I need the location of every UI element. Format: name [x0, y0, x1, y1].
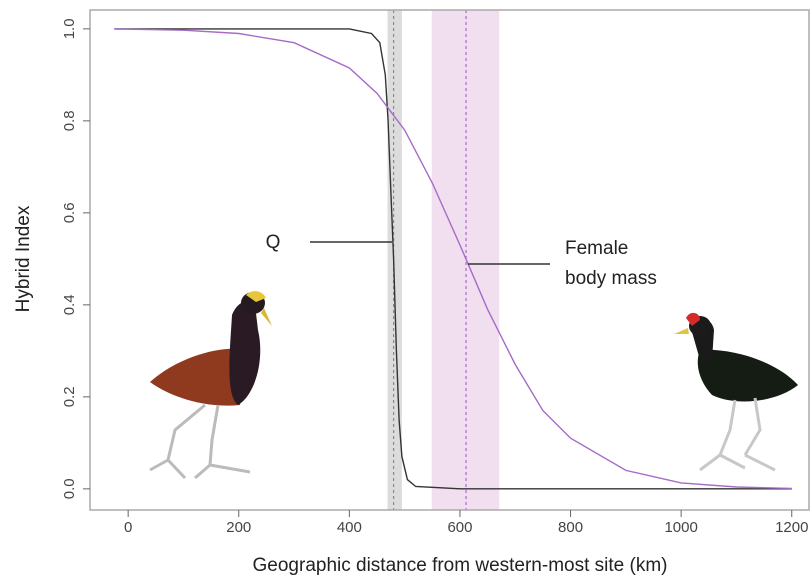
plot-layer: 0 200 400 600 800 1000 1200 0.0 0.2 0.4 0.6 0.8 1.0 Q…	[61, 10, 809, 536]
x-tick-label: 200	[226, 519, 251, 536]
x-tick-label: 0	[124, 519, 132, 536]
x-tick-label: 400	[337, 519, 362, 536]
y-tick-label: 0.4	[61, 294, 78, 315]
y-tick-label: 0.6	[61, 202, 78, 223]
x-tick-label: 600	[447, 519, 472, 536]
annotation: Female	[565, 238, 628, 259]
gallinule-illustration	[674, 313, 798, 470]
y-tick-label: 0.2	[61, 386, 78, 407]
annotation: Q	[266, 232, 281, 253]
jacana-illustration	[150, 291, 272, 478]
chart: 0 200 400 600 800 1000 1200 0.0 0.2 0.4 0.6 0.8 1.0 Q…	[0, 0, 810, 580]
y-tick-label: 1.0	[61, 18, 78, 39]
x-tick-label: 800	[558, 519, 583, 536]
annotation: body mass	[565, 268, 657, 289]
x-tick-label: 1000	[664, 519, 697, 536]
y-tick-label: 0.8	[61, 110, 78, 131]
y-axis-label: Hybrid Index	[13, 205, 34, 312]
x-axis-label: Geographic distance from western-most si…	[253, 555, 668, 576]
y-tick-label: 0.0	[61, 478, 78, 499]
x-tick-label: 1200	[775, 519, 808, 536]
